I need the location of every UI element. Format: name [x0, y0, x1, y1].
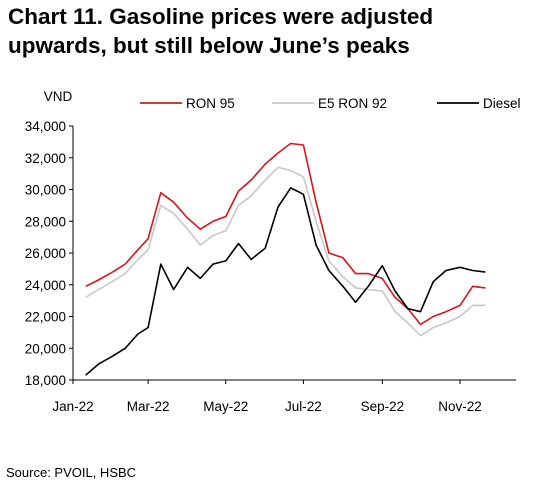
- x-tick-label: Jul-22: [285, 399, 322, 414]
- series-line-e5-ron-92: [85, 166, 486, 337]
- y-axis: 18,000 20,000 22,000 24,000 26,000 28,000 30,0…: [25, 119, 74, 388]
- y-axis-label: VND: [44, 89, 73, 104]
- legend: RON 95 E5 RON 92 Diesel: [140, 96, 521, 111]
- legend-label: RON 95: [186, 96, 235, 111]
- y-tick-label: 26,000: [25, 246, 66, 261]
- y-tick-label: 18,000: [25, 373, 66, 388]
- x-tick-label: Nov-22: [438, 399, 482, 414]
- y-tick-label: 30,000: [25, 183, 66, 198]
- y-tick-label: 24,000: [25, 278, 66, 293]
- x-tick-label: Sep-22: [361, 399, 405, 414]
- series-line-diesel: [85, 187, 486, 376]
- y-tick-label: 28,000: [25, 214, 66, 229]
- chart-title: Chart 11. Gasoline prices were adjusted …: [8, 4, 434, 58]
- legend-label: Diesel: [483, 96, 521, 111]
- y-tick-label: 34,000: [25, 119, 66, 134]
- series-line-ron-95: [85, 142, 486, 326]
- y-tick-label: 20,000: [25, 341, 66, 356]
- x-axis: Jan-22 Mar-22 May-22 Jul-22 Sep-22 Nov-22: [52, 379, 516, 414]
- x-tick-label: Jan-22: [52, 399, 93, 414]
- x-tick-label: May-22: [203, 399, 248, 414]
- source-note: Source: PVOIL, HSBC: [6, 465, 137, 480]
- legend-label: E5 RON 92: [318, 96, 387, 111]
- x-tick-label: Mar-22: [127, 399, 170, 414]
- series-lines: [85, 142, 486, 376]
- y-tick-label: 32,000: [25, 151, 66, 166]
- y-tick-label: 22,000: [25, 310, 66, 325]
